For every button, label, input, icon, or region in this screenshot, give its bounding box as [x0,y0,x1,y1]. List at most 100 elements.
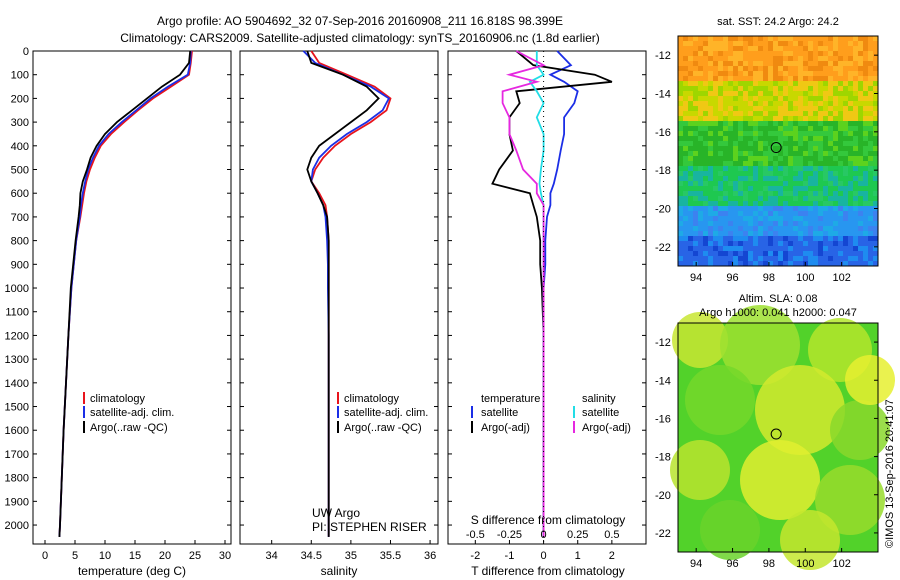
sst-cell [713,221,719,227]
sst-cell [698,71,704,77]
sst-cell [753,241,759,247]
sst-cell [778,116,784,122]
sst-cell [703,126,709,132]
sst-cell [848,96,854,102]
sst-cell [683,91,689,97]
sst-cell [803,236,809,242]
salinity-tick-label: 35.5 [380,550,401,562]
sst-cell [743,91,749,97]
sst-cell [773,241,779,247]
sst-cell [683,176,689,182]
sst-cell [798,81,804,87]
sst-cell [703,51,709,57]
sst-cell [813,101,819,107]
sst-cell [733,181,739,187]
sst-cell [838,61,844,67]
sst-cell [708,151,714,157]
sst-cell [868,171,874,177]
sst-cell [813,221,819,227]
sst-cell [758,91,764,97]
sst-cell [793,46,799,52]
sst-cell [803,166,809,172]
diff-t-tick-label: -1 [505,550,515,562]
sst-cell [738,176,744,182]
sst-cell [748,246,754,252]
sst-cell [688,151,694,157]
sst-cell [773,81,779,87]
sst-cell [723,41,729,47]
sst-cell [753,256,759,262]
sst-cell [783,191,789,197]
sst-cell [738,61,744,67]
sst-cell [728,181,734,187]
sst-cell [708,231,714,237]
sst-cell [843,46,849,52]
sst-cell [858,101,864,107]
sst-cell [753,61,759,67]
sst-cell [873,241,879,247]
sst-cell [743,211,749,217]
sst-cell [753,116,759,122]
sst-cell [818,56,824,62]
sst-cell [818,96,824,102]
sst-cell [778,131,784,137]
sst-cell [718,226,724,232]
sst-cell [708,196,714,202]
sst-cell [853,256,859,262]
sst-cell [713,101,719,107]
sst-cell [703,191,709,197]
sst-cell [838,86,844,92]
sst-cell [703,216,709,222]
sst-cell [823,81,829,87]
sst-cell [828,116,834,122]
sst-cell [858,156,864,162]
series-line-2 [306,50,380,537]
sst-cell [798,56,804,62]
sst-cell [813,131,819,137]
sst-cell [873,126,879,132]
sst-cell [688,96,694,102]
sst-cell [783,36,789,42]
sst-cell [748,231,754,237]
sst-cell [743,131,749,137]
sst-cell [853,131,859,137]
sst-cell [753,161,759,167]
sst-cell [813,176,819,182]
sst-cell [868,186,874,192]
sst-cell [693,126,699,132]
sst-cell [858,191,864,197]
sst-cell [798,256,804,262]
sst-cell [678,41,684,47]
sst-cell [698,256,704,262]
sst-cell [798,151,804,157]
sst-cell [693,196,699,202]
sst-cell [798,221,804,227]
sst-cell [848,186,854,192]
sst-cell [703,116,709,122]
sst-cell [838,196,844,202]
sst-cell [843,86,849,92]
sst-cell [748,61,754,67]
sst-cell [823,146,829,152]
sst-cell [828,46,834,52]
sst-cell [783,251,789,257]
sst-cell [753,56,759,62]
sst-cell [753,166,759,172]
sst-cell [723,36,729,42]
sst-cell [748,101,754,107]
sst-cell [768,166,774,172]
sst-cell [823,151,829,157]
sst-cell [823,66,829,72]
sst-cell [873,161,879,167]
sst-cell [783,96,789,102]
depth-tick-label: 100 [11,70,29,82]
sst-cell [788,61,794,67]
sst-cell [758,121,764,127]
salinity-tick-label: 34 [266,550,278,562]
sst-cell [688,146,694,152]
sst-cell [748,131,754,137]
sst-cell [803,146,809,152]
salinity-panel [239,50,439,545]
sst-cell [783,196,789,202]
